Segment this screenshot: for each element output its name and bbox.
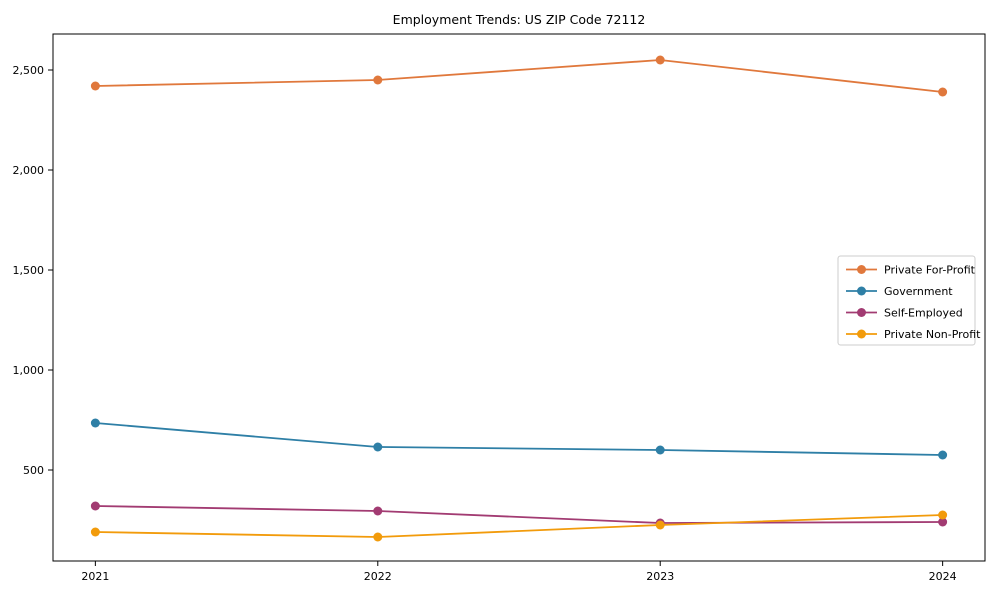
- data-point-marker: [373, 442, 383, 452]
- x-tick-label: 2021: [81, 570, 109, 583]
- data-point-marker: [655, 445, 665, 455]
- data-point-marker: [90, 81, 100, 91]
- x-tick-label: 2024: [929, 570, 957, 583]
- legend-box: [837, 255, 976, 346]
- series-line-private-for-profit: [95, 59, 943, 93]
- legend: Private For-Profit Government Self-Employe…: [837, 255, 981, 346]
- chart-title: Employment Trends: US ZIP Code 72112: [393, 12, 646, 27]
- x-tick-label: 2022: [364, 570, 392, 583]
- data-point-marker: [938, 87, 948, 97]
- legend-item: Private Non-Profit: [846, 328, 981, 341]
- data-point-marker: [373, 532, 383, 542]
- data-point-marker: [938, 450, 948, 460]
- data-point-marker: [655, 55, 665, 65]
- legend-item: Government: [846, 285, 953, 298]
- legend-label: Private Non-Profit: [884, 328, 981, 341]
- x-tick-label: 2023: [646, 570, 674, 583]
- data-point-marker: [938, 510, 948, 520]
- legend-marker-icon: [857, 329, 866, 339]
- y-tick-label: 2,000: [13, 164, 45, 177]
- data-point-marker: [90, 501, 100, 511]
- legend-label: Self-Employed: [884, 306, 963, 319]
- data-point-marker: [90, 418, 100, 428]
- legend-marker-icon: [857, 308, 866, 317]
- legend-item: Private For-Profit: [846, 263, 976, 276]
- legend-marker-icon: [857, 286, 866, 296]
- y-tick-label: 1,500: [13, 264, 45, 277]
- axes-frame: [52, 33, 986, 562]
- data-point-marker: [655, 520, 665, 530]
- data-point-marker: [373, 506, 383, 516]
- data-point-marker: [90, 527, 100, 537]
- legend-label: Private For-Profit: [884, 263, 976, 276]
- y-tick-label: 1,000: [13, 364, 45, 377]
- data-point-marker: [938, 517, 948, 527]
- data-point-marker: [373, 75, 383, 85]
- legend-label: Government: [884, 285, 953, 298]
- y-tick-label: 500: [23, 464, 44, 477]
- series-line-government: [95, 422, 943, 456]
- series-line-private-non-profit: [95, 514, 943, 538]
- legend-item: Self-Employed: [846, 306, 963, 319]
- y-tick-label: 2,500: [13, 64, 45, 77]
- legend-marker-icon: [857, 265, 866, 274]
- plot-area: 500 1,000 1,500 2,000 2,500 2021 2022 2023 2024: [13, 33, 986, 583]
- series-line-self-employed: [95, 505, 943, 524]
